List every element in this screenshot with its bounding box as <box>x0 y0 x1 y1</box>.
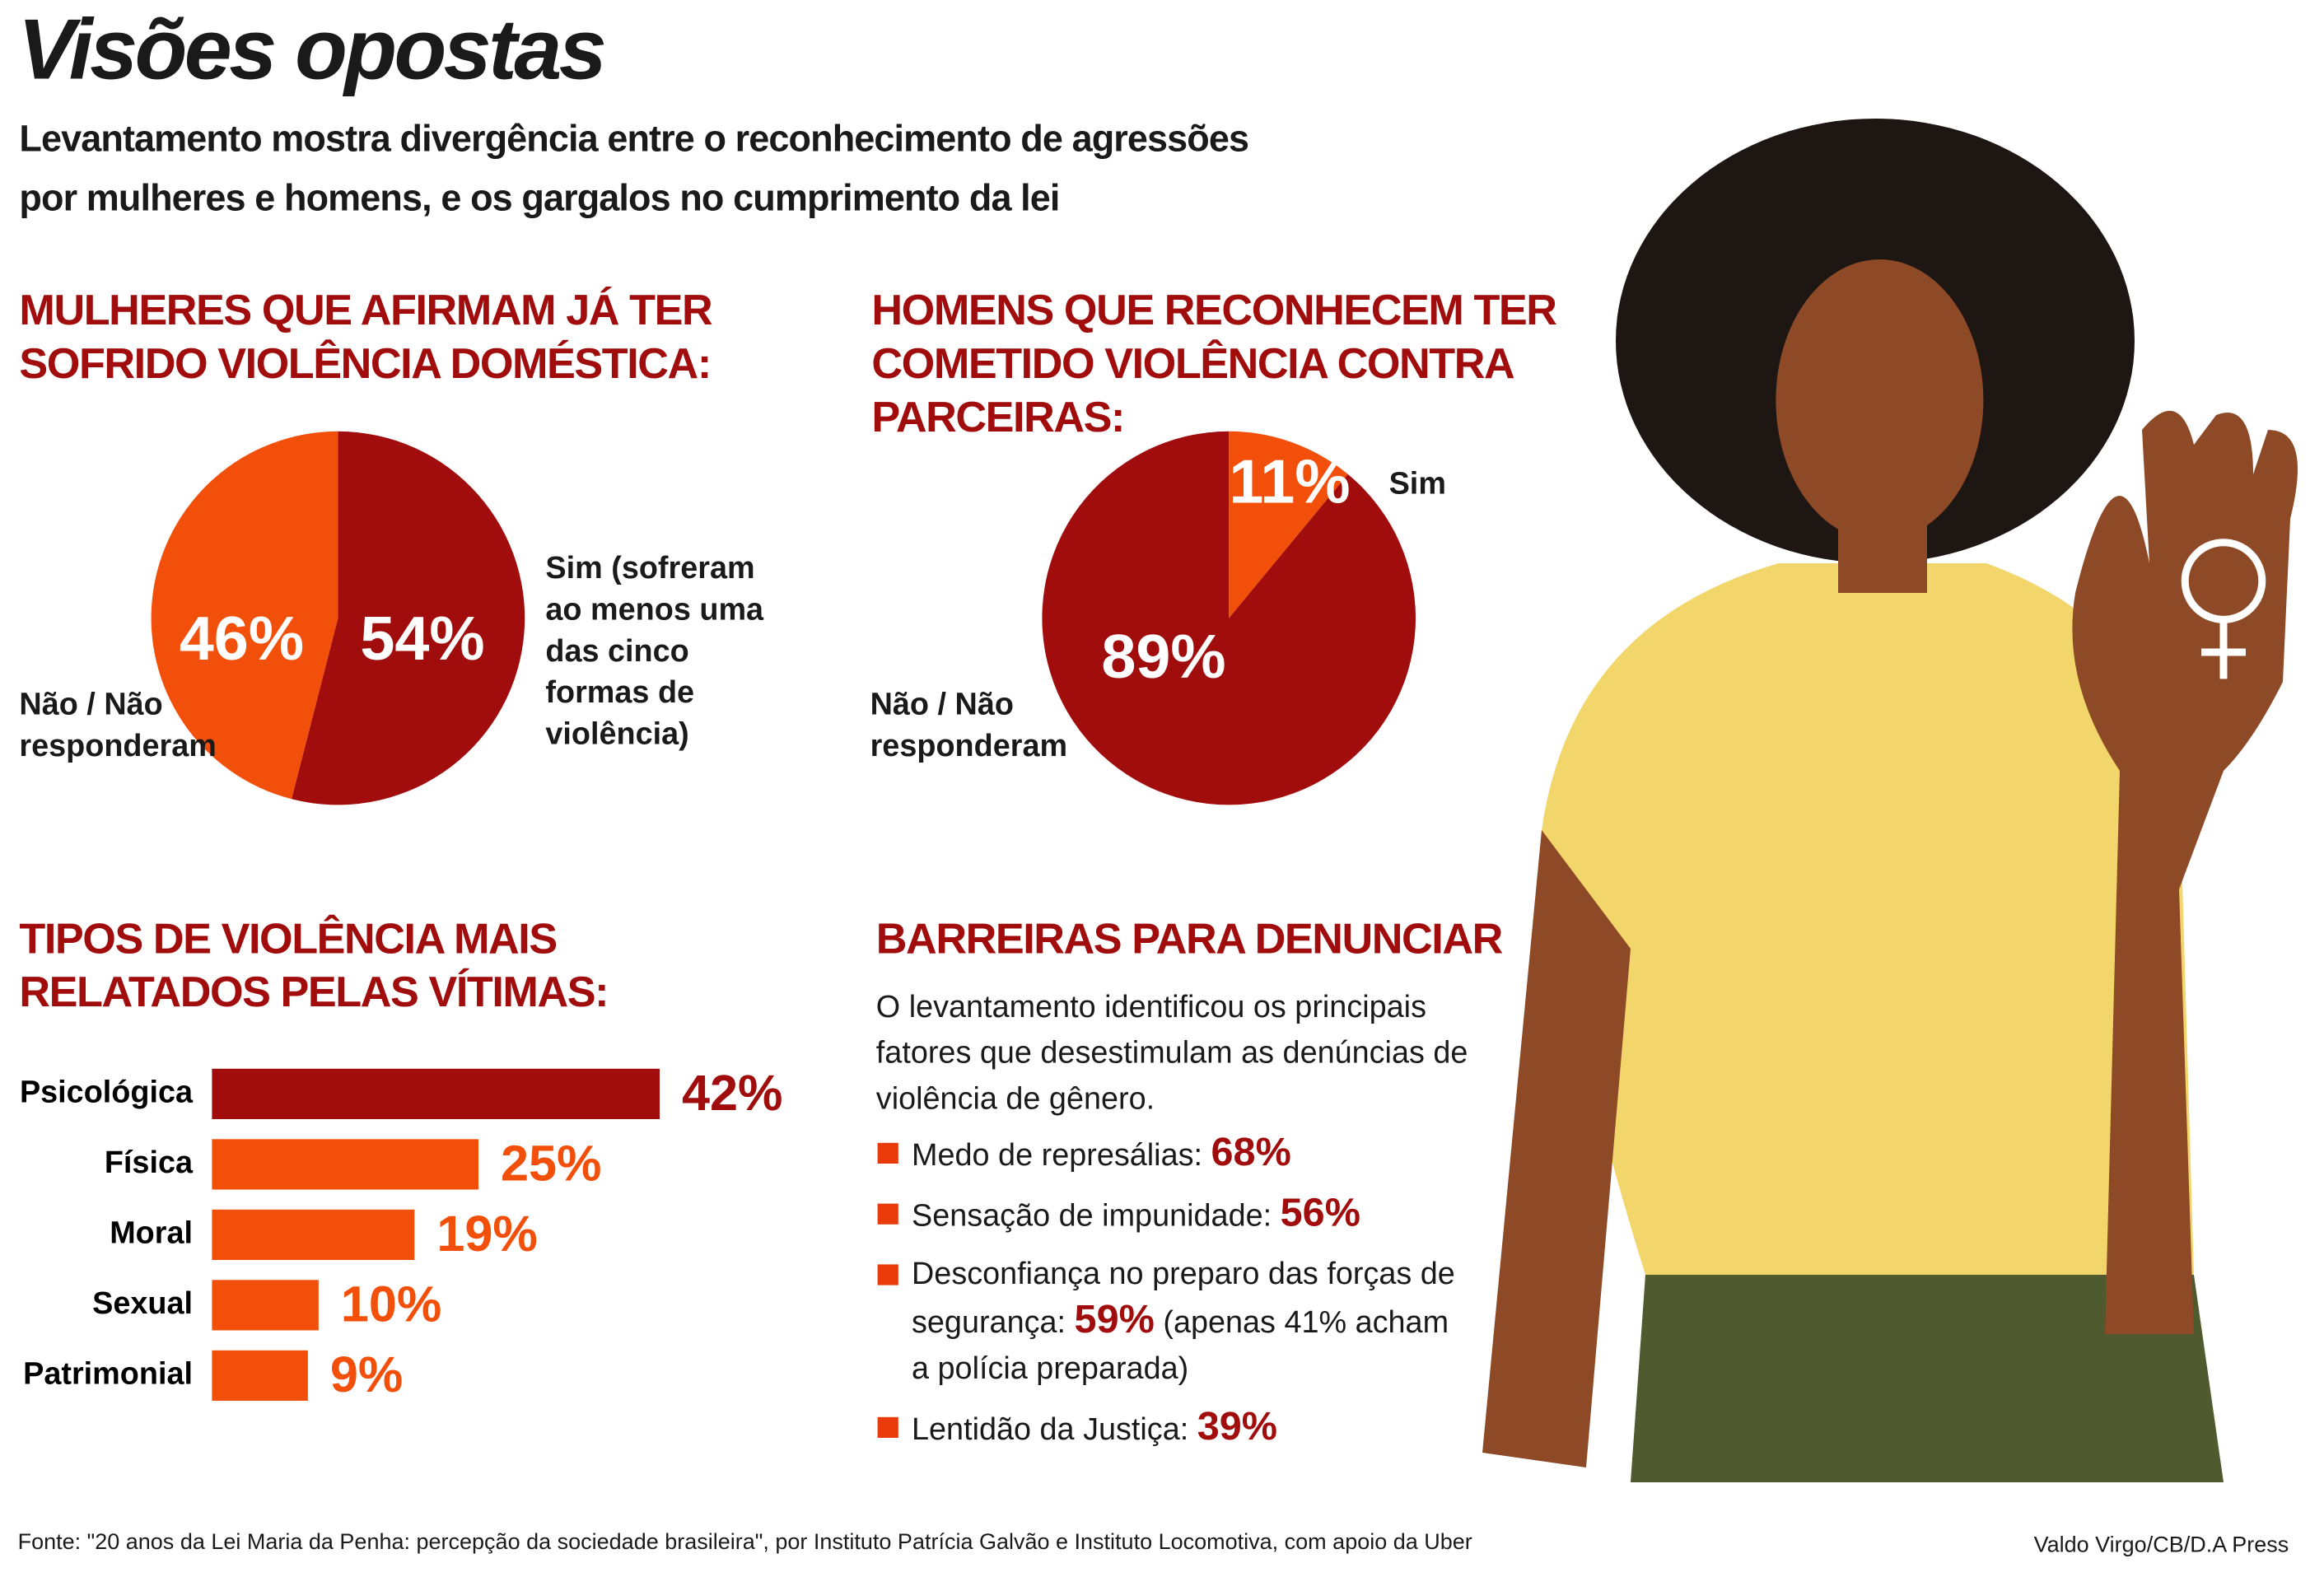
barrier-value: 39% <box>1197 1403 1278 1449</box>
pie-slice <box>291 431 525 805</box>
bullet <box>877 1142 898 1164</box>
chart-title: MULHERES QUE AFIRMAM JÁ TER SOFRIDO VIOL… <box>19 287 712 389</box>
category-label: Sim <box>1388 467 1446 502</box>
value-label: 10% <box>341 1276 441 1332</box>
category-label: Não / Não responderam <box>19 688 217 763</box>
value-label: 54% <box>360 604 484 674</box>
barrier-text: Desconfiança no preparo das forças de se… <box>912 1257 1455 1341</box>
pie-slice <box>1229 431 1348 618</box>
barrier-value: 56% <box>1280 1190 1360 1235</box>
category-label: Física <box>105 1145 194 1180</box>
barrier-note: (apenas 41% acham a polícia preparada) <box>912 1305 1449 1386</box>
bar <box>212 1280 319 1331</box>
barrier-list: Medo de represálias: 68% Sensação de impu… <box>876 1130 1469 1465</box>
subtitle: Levantamento mostra divergência entre o … <box>19 119 1249 220</box>
pie-slice <box>1042 431 1416 805</box>
chart-title: HOMENS QUE RECONHECEM TER COMETIDO VIOLÊ… <box>871 287 1557 442</box>
bar <box>212 1068 660 1119</box>
arm <box>1482 830 1631 1467</box>
value-label: 19% <box>436 1206 537 1262</box>
neck <box>1838 504 1927 593</box>
credit: Valdo Virgo/CB/D.A Press <box>2033 1533 2289 1558</box>
hand <box>2072 410 2298 1334</box>
female-symbol <box>2200 619 2246 679</box>
category-label: Não / Não responderam <box>870 688 1068 763</box>
section-title: BARREIRAS PARA DENUNCIAR <box>875 916 1504 963</box>
barrier-item: Desconfiança no preparo das forças de se… <box>876 1251 1469 1392</box>
value-label: 42% <box>682 1065 782 1121</box>
bullet <box>877 1203 898 1225</box>
category-label: Moral <box>110 1215 193 1250</box>
bar <box>212 1209 415 1260</box>
bar <box>212 1350 308 1401</box>
barrier-value: 68% <box>1211 1129 1291 1174</box>
pie-slice <box>151 431 338 800</box>
value-label: 11% <box>1229 447 1350 516</box>
value-label: 25% <box>501 1136 601 1192</box>
bar <box>212 1139 478 1190</box>
barrier-item: Medo de represálias: 68% <box>876 1130 1469 1178</box>
value-label: 89% <box>1101 623 1225 692</box>
category-label: Psicológica <box>20 1075 194 1109</box>
bullet <box>877 1416 898 1438</box>
barrier-text: Lentidão da Justiça: <box>912 1412 1189 1447</box>
barrier-item: Lentidão da Justiça: 39% <box>876 1404 1469 1453</box>
category-label: Sexual <box>92 1286 193 1321</box>
bullet <box>877 1264 898 1285</box>
category-label: Sim (sofreram ao menos uma das cinco for… <box>545 551 764 752</box>
value-label: 46% <box>180 604 304 674</box>
source: Fonte: "20 anos da Lei Maria da Penha: p… <box>17 1529 1472 1556</box>
face <box>1776 259 1984 541</box>
intro: O levantamento identificou os principais… <box>875 990 1468 1117</box>
barrier-text: Sensação de impunidade: <box>912 1199 1272 1234</box>
barrier-value: 59% <box>1074 1297 1155 1341</box>
pants <box>1631 1275 2224 1482</box>
title: Visões opostas <box>17 1 607 98</box>
shirt <box>1542 563 2194 1275</box>
value-label: 9% <box>330 1346 403 1402</box>
barrier-item: Sensação de impunidade: 56% <box>876 1190 1469 1239</box>
chart-title: TIPOS DE VIOLÊNCIA MAIS RELATADOS PELAS … <box>19 916 609 1017</box>
barrier-text: Medo de represálias: <box>912 1138 1202 1173</box>
category-label: Patrimonial <box>23 1356 193 1391</box>
